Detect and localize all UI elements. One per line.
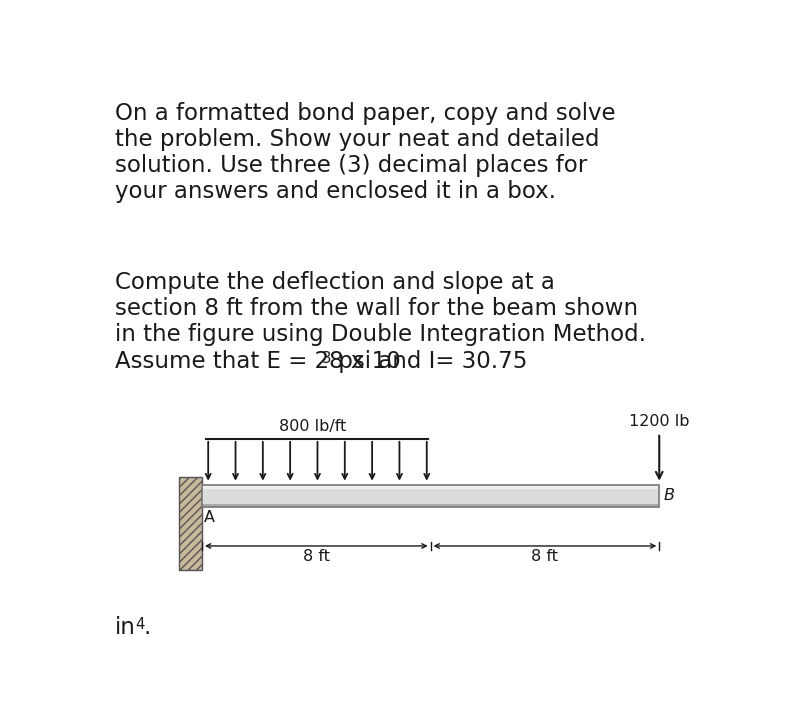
Text: in the figure using Double Integration Method.: in the figure using Double Integration M… (115, 324, 646, 347)
Text: .: . (144, 616, 151, 639)
Text: Compute the deflection and slope at a: Compute the deflection and slope at a (115, 271, 555, 294)
Text: On a formatted bond paper, copy and solve: On a formatted bond paper, copy and solv… (115, 101, 616, 124)
Text: solution. Use three (3) decimal places for: solution. Use three (3) decimal places f… (115, 154, 587, 177)
Bar (202, 503, 659, 508)
Text: A: A (204, 510, 215, 525)
Text: the problem. Show your neat and detailed: the problem. Show your neat and detailed (115, 128, 599, 151)
Bar (202, 485, 659, 489)
Bar (179, 477, 202, 570)
Text: 4: 4 (135, 617, 145, 632)
Text: section 8 ft from the wall for the beam shown: section 8 ft from the wall for the beam … (115, 297, 638, 320)
Text: 8 ft: 8 ft (303, 549, 330, 564)
Text: your answers and enclosed it in a box.: your answers and enclosed it in a box. (115, 180, 556, 203)
Bar (202, 485, 659, 503)
Text: 8 ft: 8 ft (531, 549, 558, 564)
Text: 3: 3 (322, 351, 330, 366)
Bar (202, 485, 659, 508)
Text: 1200 lb: 1200 lb (629, 414, 689, 429)
Text: in: in (115, 616, 136, 639)
Text: 800 lb/ft: 800 lb/ft (279, 419, 346, 434)
Text: psi and I= 30.75: psi and I= 30.75 (330, 349, 527, 372)
Text: Assume that E = 28 x 10: Assume that E = 28 x 10 (115, 349, 401, 372)
Text: B: B (663, 488, 674, 503)
